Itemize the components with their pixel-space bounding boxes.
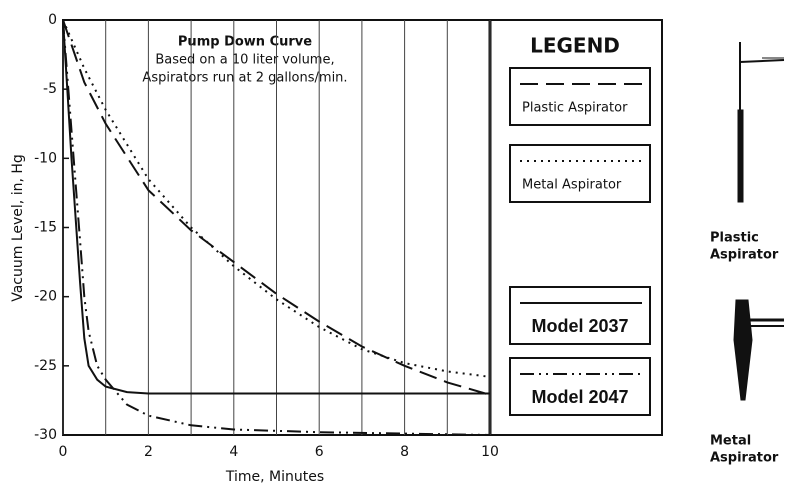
x-tick-label: 4 bbox=[229, 444, 238, 460]
x-axis-label: Time, Minutes bbox=[225, 469, 324, 485]
side-label: Metal bbox=[710, 434, 751, 449]
side-label: Plastic bbox=[710, 231, 759, 246]
x-tick-label: 10 bbox=[481, 444, 499, 460]
chart: Pump Down Curve Based on a 10 liter volu… bbox=[0, 0, 786, 487]
legend-label: Model 2047 bbox=[531, 387, 628, 407]
background bbox=[0, 0, 786, 487]
annotation: Aspirators run at 2 gallons/min. bbox=[142, 71, 347, 86]
y-tick-label: -15 bbox=[34, 220, 57, 236]
x-tick-label: 8 bbox=[400, 444, 409, 460]
legend-title: LEGEND bbox=[530, 34, 620, 58]
y-axis-label: Vacuum Level, in, Hg bbox=[10, 154, 26, 302]
y-tick-label: -30 bbox=[34, 427, 57, 443]
y-tick-label: 0 bbox=[48, 12, 57, 28]
legend-label: Metal Aspirator bbox=[522, 178, 622, 193]
annotation-title: Pump Down Curve bbox=[178, 35, 312, 50]
x-tick-label: 2 bbox=[144, 444, 153, 460]
y-tick-label: -25 bbox=[34, 358, 57, 374]
x-tick-label: 0 bbox=[59, 444, 68, 460]
side-label: Aspirator bbox=[710, 248, 779, 263]
y-tick-label: -20 bbox=[34, 289, 57, 305]
y-tick-label: -5 bbox=[43, 81, 57, 97]
annotation: Based on a 10 liter volume, bbox=[155, 53, 334, 68]
legend-label: Model 2037 bbox=[531, 316, 628, 336]
x-tick-label: 6 bbox=[315, 444, 324, 460]
legend-label: Plastic Aspirator bbox=[522, 101, 628, 116]
side-label: Aspirator bbox=[710, 451, 779, 466]
y-tick-label: -10 bbox=[34, 150, 57, 166]
